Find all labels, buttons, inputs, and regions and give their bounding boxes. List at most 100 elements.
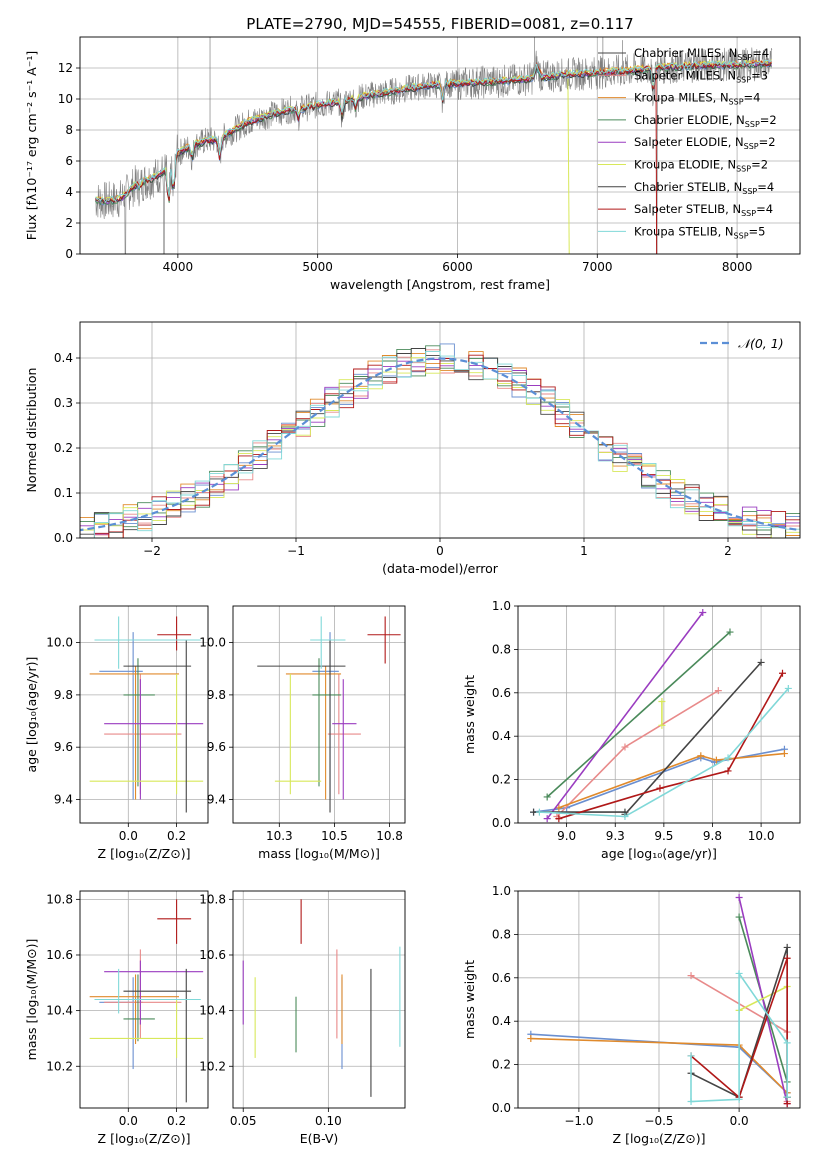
weight-vs-z-ytick-label: 1.0 (492, 884, 511, 898)
mass-vs-z-ytick-label: 10.8 (46, 892, 73, 906)
age-vs-z-ytick-label: 9.6 (54, 740, 73, 754)
residuals-xlabel: (data-model)/error (382, 561, 499, 576)
weight-vs-z-ylabel: mass weight (462, 960, 477, 1039)
mass-vs-ebv-ytick-label: 10.4 (199, 1004, 226, 1018)
weight-vs-age-line-kroupa-stelib-marker (784, 684, 792, 692)
spectrum-xtick-label: 8000 (722, 260, 753, 274)
age-vs-z-plot-area (89, 616, 204, 813)
legend-entry: Salpeter MILES, NSSP=3 (634, 68, 768, 84)
legend-entry: Salpeter STELIB, NSSP=4 (634, 202, 773, 218)
weight-vs-age-line-salpeter-stelib-marker (778, 669, 786, 677)
weight-vs-z-line-kroupa-stelib-marker (783, 1039, 791, 1047)
spectrum-ytick-label: 10 (58, 92, 73, 106)
weight-vs-age-line-salpeter-stelib-marker (555, 815, 563, 823)
legend-entry: Kroupa STELIB, NSSP=5 (634, 224, 765, 240)
age-vs-mass-ytick-label: 10.0 (199, 636, 226, 650)
mass-vs-z-panel: 0.0 0.2 10.2 10.4 10.6 10.8 Z [log₁₀(Z/Z⊙)] mas… (24, 890, 209, 1146)
age-vs-mass-ytick-label: 9.6 (207, 740, 226, 754)
mass-vs-ebv-xtick-label: 0.10 (315, 1114, 342, 1128)
legend-entry: Chabrier STELIB, NSSP=4 (634, 180, 774, 196)
mass-vs-ebv-ytick-label: 10.6 (199, 948, 226, 962)
mass-vs-z-ytick-label: 10.4 (46, 1004, 73, 1018)
age-vs-z-xtick-label: 0.2 (167, 829, 186, 843)
figure-title: PLATE=2790, MJD=54555, FIBERID=0081, z=0… (246, 15, 633, 33)
weight-vs-age-line-kroupa-stelib-marker (535, 808, 543, 816)
age-vs-z-grid (80, 606, 208, 823)
mass-vs-ebv-panel: 0.05 0.10 10.2 10.4 10.6 10.8 E(B-V) (199, 890, 406, 1146)
weight-vs-age-ytick-label: 0.0 (492, 816, 511, 830)
weight-vs-z-line-kroupa-stelib (690, 970, 788, 1103)
mass-vs-ebv-frame (232, 890, 406, 1109)
weight-vs-age-grid (518, 605, 800, 824)
residuals-ytick-label: 0.2 (54, 441, 73, 455)
weight-vs-age-ylabel: mass weight (462, 675, 477, 754)
weight-vs-z-line-salpeter-elodie-marker (735, 894, 743, 902)
spectrum-xtick-label: 6000 (442, 260, 473, 274)
weight-vs-z-xtick-label: 0.0 (730, 1114, 749, 1128)
histogram-kroupa-stelib (80, 350, 800, 538)
mass-vs-z-xtick-label: 0.0 (119, 1114, 138, 1128)
weight-vs-z-line-kroupa-stelib-marker (735, 969, 743, 977)
age-vs-mass-xlabel: mass [log₁₀(M/M⊙)] (258, 846, 380, 861)
weight-vs-z-line-chabrier-stelib-marker (783, 943, 791, 951)
salpeter-stelib-dip (655, 67, 658, 254)
weight-vs-age-plot-area (530, 609, 792, 823)
age-vs-mass-grid (233, 606, 405, 823)
weight-vs-z-ytick-label: 0.8 (492, 927, 511, 941)
weight-vs-z-xtick-label: −1.0 (564, 1114, 593, 1128)
weight-vs-age-line-salpeter-elodie (546, 612, 704, 820)
residuals-ytick-label: 0.3 (54, 396, 73, 410)
weight-vs-age-frame (517, 605, 801, 824)
weight-vs-z-xtick-label: −0.5 (644, 1114, 673, 1128)
weight-vs-age-line-salpeter-stelib-marker (724, 767, 732, 775)
mass-vs-z-ytick-label: 10.6 (46, 948, 73, 962)
weight-vs-age-line-chabrier-stelib-marker (530, 808, 538, 816)
weight-vs-age-xtick-label: 9.3 (606, 829, 625, 843)
weight-vs-age-line-kroupa-miles-marker (555, 804, 563, 812)
weight-vs-age-line-chabrier-stelib-marker (757, 658, 765, 666)
age-vs-z-ytick-label: 9.4 (54, 792, 73, 806)
mass-vs-ebv-grid (233, 891, 405, 1108)
weight-vs-age-ytick-label: 0.8 (492, 642, 511, 656)
weight-vs-z-line-salpeter-elodie (738, 897, 788, 1104)
mass-vs-ebv-xlabel: E(B-V) (300, 1131, 339, 1146)
mass-vs-ebv-xtick-label: 0.05 (230, 1114, 257, 1128)
weight-vs-z-line-kroupa-stelib-marker (687, 1052, 695, 1060)
mass-vs-z-plot-area (89, 899, 204, 1103)
spectrum-ytick-label: 4 (65, 185, 73, 199)
weight-vs-age-line-salpeter-miles-marker (714, 687, 722, 695)
model-line-kroupa-stelib (95, 59, 772, 203)
spectrum-legend: Chabrier MILES, NSSP=4 Salpeter MILES, NS… (598, 46, 777, 240)
spectrum-xlabel: wavelength [Angstrom, rest frame] (330, 277, 550, 292)
weight-vs-age-line-salpeter-miles (556, 689, 719, 818)
residuals-panel: −2 −1 0 1 2 0.0 0.1 0.2 0.3 0.4 (data-model)/error… (24, 321, 801, 576)
weight-vs-age-ytick-label: 0.6 (492, 686, 511, 700)
weight-vs-z-xlabel: Z [log₁₀(Z/Z⊙)] (613, 1131, 706, 1146)
spectrum-ytick-label: 0 (65, 247, 73, 261)
legend-entry: Kroupa MILES, NSSP=4 (634, 91, 760, 107)
weight-vs-age-line-kroupa-stelib-marker (621, 812, 629, 820)
spectrum-plot-area (95, 37, 773, 254)
weight-vs-age-line-salpeter-miles-marker (621, 743, 629, 751)
mass-vs-z-ytick-label: 10.2 (46, 1059, 73, 1073)
residuals-xtick-label: 0 (436, 544, 444, 558)
mass-vs-z-xtick-label: 0.2 (167, 1114, 186, 1128)
mass-vs-z-ylabel: mass [log₁₀(M/M⊙)] (24, 939, 39, 1061)
residuals-xtick-label: 2 (724, 544, 732, 558)
mass-vs-ebv-ytick-label: 10.2 (199, 1059, 226, 1073)
weight-vs-age-line-chabrier-elodie-marker (726, 628, 734, 636)
model-line-salpeter-stelib (95, 60, 772, 202)
weight-vs-z-line-salpeter-stelib-marker (783, 1100, 791, 1108)
age-vs-mass-ytick-label: 9.8 (207, 688, 226, 702)
weight-vs-age-line-kroupa-miles-marker (697, 752, 705, 760)
weight-vs-z-line-kroupa-stelib-marker (735, 1095, 743, 1103)
weight-vs-z-line-kroupa-elodie (738, 985, 788, 1012)
weight-vs-age-line-salpeter-stelib-marker (656, 784, 664, 792)
spectrum-ytick-label: 2 (65, 216, 73, 230)
weight-vs-age-line-kroupa-miles-marker (780, 750, 788, 758)
weight-vs-age-ytick-label: 1.0 (492, 599, 511, 613)
age-vs-mass-panel: 10.3 10.5 10.8 9.4 9.6 9.8 10.0 mass [log₁₀(M/M… (199, 605, 406, 861)
weight-vs-age-panel: 9.0 9.3 9.5 9.8 10.0 0.0 0.2 0.4 0.6 0.8 1.0 age [l… (462, 599, 801, 861)
weight-vs-z-line-kroupa-stelib-marker (783, 1093, 791, 1101)
